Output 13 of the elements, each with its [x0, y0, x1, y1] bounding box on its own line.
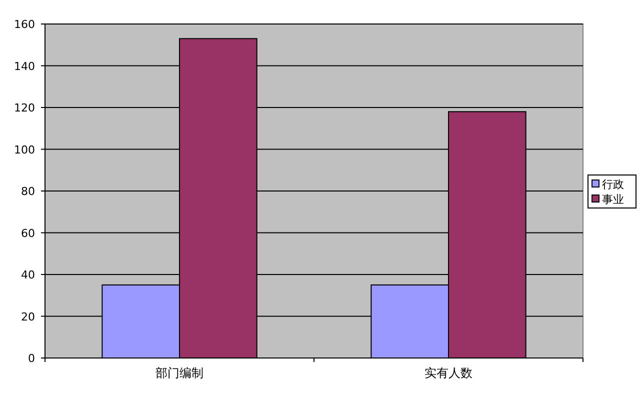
legend-label: 行政 [602, 178, 624, 191]
y-tick-label: 20 [21, 310, 35, 324]
y-tick-label: 100 [14, 143, 35, 156]
y-tick-label: 0 [28, 352, 35, 365]
y-tick-label: 120 [14, 102, 35, 114]
y-tick-label: 80 [21, 185, 35, 198]
y-tick-label: 140 [14, 60, 35, 73]
y-tick-label: 40 [21, 268, 35, 282]
legend-label: 事业 [602, 193, 624, 206]
y-tick-label: 160 [14, 18, 35, 31]
x-tick-label: 实有人数 [424, 366, 472, 380]
y-tick-label: 60 [21, 226, 35, 240]
x-tick-label: 部门编制 [156, 366, 204, 380]
